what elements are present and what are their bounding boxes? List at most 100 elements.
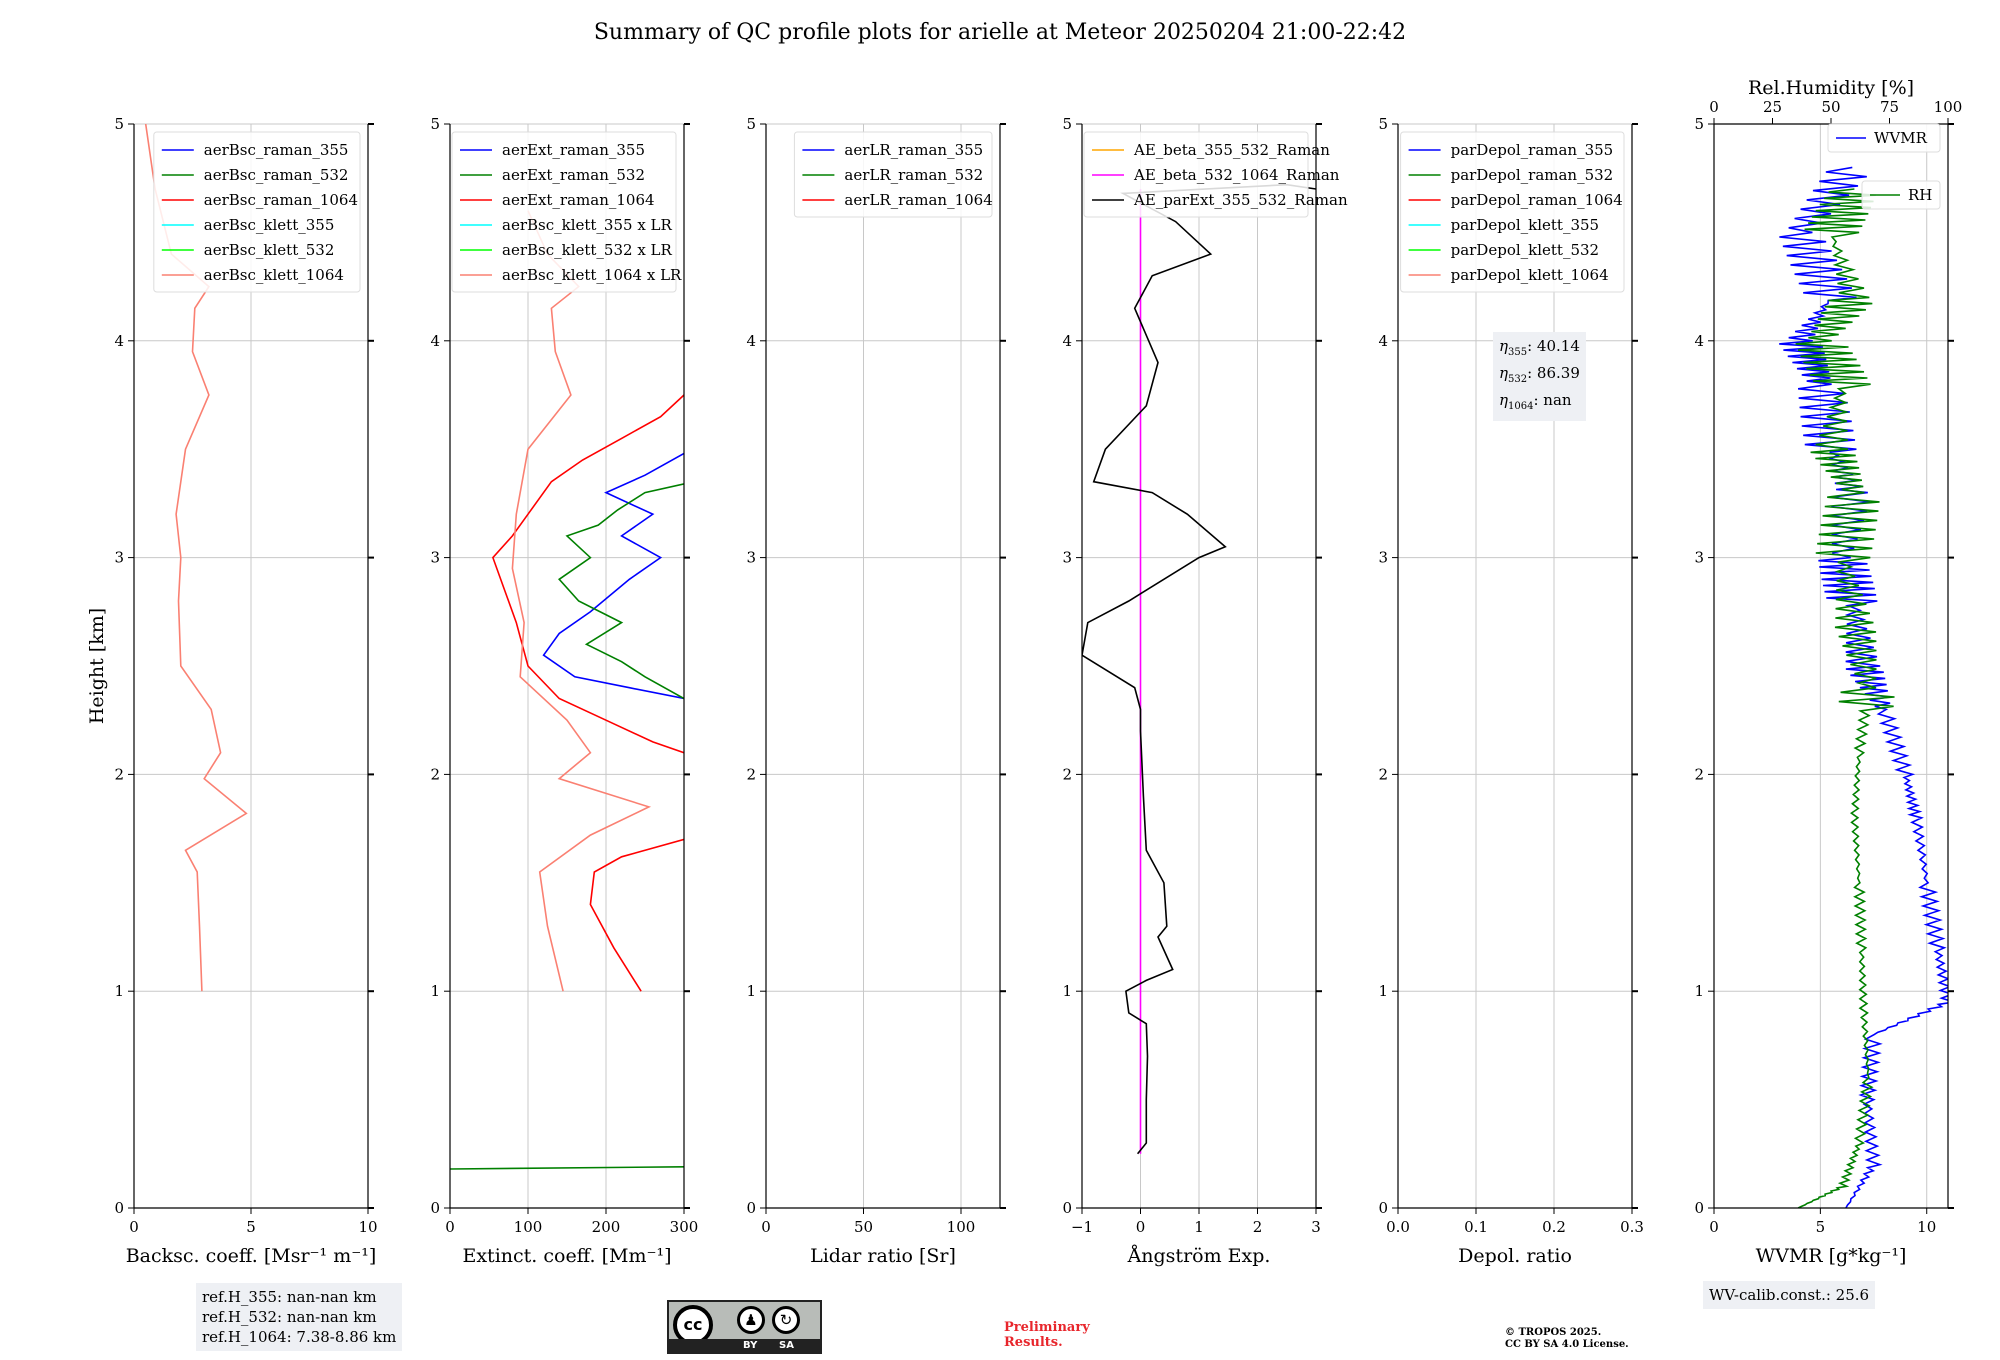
y-tick-label: 0 <box>430 1199 440 1217</box>
legend-entry: AE_parExt_355_532_Raman <box>1133 191 1348 209</box>
cc-sa-label: SA <box>779 1340 794 1351</box>
x-tick-label: 200 <box>592 1218 621 1236</box>
top-x-tick-label: 75 <box>1880 98 1899 116</box>
y-tick-label: 4 <box>1694 332 1704 350</box>
series-line-AE_parExt_355_532_Raman <box>1082 183 1316 1155</box>
legend-box <box>1400 131 1625 293</box>
y-tick-label: 5 <box>430 115 440 133</box>
y-tick-label: 2 <box>1694 765 1704 783</box>
x-tick-label: 10 <box>358 1218 377 1236</box>
legend-entry: aerBsc_klett_1064 <box>204 266 344 284</box>
legend-entry: RH <box>1908 186 1932 204</box>
top-x-tick-label: 100 <box>1934 98 1963 116</box>
legend-box <box>1861 180 1941 210</box>
y-tick-label: 5 <box>1378 115 1388 133</box>
x-axis-label: WVMR [g*kg⁻¹] <box>1756 1245 1907 1267</box>
legend-box <box>153 131 361 293</box>
y-tick-label: 0 <box>1062 1199 1072 1217</box>
ref-height-1064: ref.H_1064: 7.38-8.86 km <box>202 1328 397 1346</box>
series-line-aerBsc_klett_1064 x LR <box>511 210 652 992</box>
copyright-line-1: © TROPOS 2025. <box>1505 1327 1602 1338</box>
eta-355: η355: 40.14 <box>1499 337 1580 358</box>
x-tick-label: 1 <box>1194 1218 1204 1236</box>
cc-badge-strip <box>669 1339 820 1352</box>
cc-by-label: BY <box>743 1340 758 1351</box>
x-axis-label: Extinct. coeff. [Mm⁻¹] <box>462 1245 671 1267</box>
copyright-line-2: CC BY SA 4.0 License. <box>1505 1339 1629 1350</box>
legend-entry: aerBsc_raman_532 <box>204 166 349 184</box>
legend-entry: parDepol_raman_355 <box>1451 141 1614 159</box>
top-x-tick-label: 50 <box>1821 98 1840 116</box>
y-tick-label: 3 <box>1062 549 1072 567</box>
legend-entry: parDepol_raman_532 <box>1451 166 1614 184</box>
y-axis-label: Height [km] <box>86 608 108 724</box>
y-tick-label: 0 <box>746 1199 756 1217</box>
y-tick-label: 2 <box>1062 765 1072 783</box>
top-x-tick-label: 0 <box>1709 98 1719 116</box>
x-tick-label: 0 <box>1136 1218 1146 1236</box>
y-tick-label: 1 <box>1694 982 1704 1000</box>
legend-entry: aerBsc_klett_1064 x LR <box>502 266 682 284</box>
x-tick-label: 2 <box>1253 1218 1263 1236</box>
panel-3: 0 50 100 0 1 2 3 4 5 Lidar ratio [Sr] aerLR_raman_… <box>746 115 1006 1267</box>
x-tick-label: 100 <box>514 1218 543 1236</box>
top-x-tick-label: 25 <box>1763 98 1782 116</box>
y-tick-label: 2 <box>1378 765 1388 783</box>
x-tick-label: 0.0 <box>1386 1218 1410 1236</box>
x-tick-label: 0 <box>129 1218 139 1236</box>
legend-entry: aerExt_raman_355 <box>502 141 645 159</box>
legend-entry: parDepol_klett_1064 <box>1451 266 1609 284</box>
attribution-icon: ♟ <box>737 1306 765 1334</box>
y-tick-label: 2 <box>114 765 124 783</box>
cc-license-badge: cc ♟ ↻ BY SA <box>667 1300 822 1354</box>
legend-entry: aerLR_raman_1064 <box>844 191 992 209</box>
x-tick-label: −1 <box>1071 1218 1093 1236</box>
legend-entry: aerBsc_klett_355 x LR <box>502 216 673 234</box>
y-tick-label: 0 <box>1694 1199 1704 1217</box>
x-tick-label: 5 <box>246 1218 256 1236</box>
y-tick-label: 1 <box>114 982 124 1000</box>
preliminary-results-note: Preliminary Results. <box>1004 1320 1090 1350</box>
legend-entry: aerLR_raman_355 <box>844 141 983 159</box>
y-tick-label: 5 <box>746 115 756 133</box>
panel-2: 0 100 200 300 0 1 2 3 4 5 Extinct. coeff. [Mm⁻¹] ae… <box>430 115 698 1267</box>
y-tick-label: 5 <box>114 115 124 133</box>
figure-title: Summary of QC profile plots for arielle … <box>593 20 1407 45</box>
y-tick-label: 5 <box>1694 115 1704 133</box>
series-group <box>1779 166 1948 1208</box>
y-tick-label: 2 <box>746 765 756 783</box>
legend-entry: AE_beta_355_532_Raman <box>1133 141 1330 159</box>
legend-box <box>1827 123 1941 153</box>
y-tick-label: 1 <box>1378 982 1388 1000</box>
wv-calibration-constant: WV-calib.const.: 25.6 <box>1709 1286 1870 1304</box>
eta-annotation-box: η355: 40.14 η532: 86.39 η1064: nan <box>1493 332 1586 421</box>
y-tick-label: 1 <box>1062 982 1072 1000</box>
series-line-WVMR <box>1779 166 1948 1208</box>
reference-height-box: ref.H_355: nan-nan km ref.H_532: nan-nan… <box>196 1283 403 1351</box>
legend-entry: aerBsc_klett_532 <box>204 241 335 259</box>
share-alike-icon: ↻ <box>772 1306 800 1334</box>
legend-entry: aerBsc_klett_532 x LR <box>502 241 673 259</box>
x-axis-label: Backsc. coeff. [Msr⁻¹ m⁻¹] <box>126 1245 377 1267</box>
legend-entry: parDepol_klett_355 <box>1451 216 1600 234</box>
y-tick-label: 0 <box>1378 1199 1388 1217</box>
x-tick-label: 0.2 <box>1542 1218 1566 1236</box>
top-x-axis-label: Rel.Humidity [%] <box>1748 77 1914 99</box>
y-tick-label: 3 <box>1378 549 1388 567</box>
x-tick-label: 3 <box>1311 1218 1321 1236</box>
x-tick-label: 0 <box>1709 1218 1719 1236</box>
y-tick-label: 4 <box>1062 332 1072 350</box>
legend-entry: aerExt_raman_1064 <box>502 191 655 209</box>
y-tick-label: 3 <box>746 549 756 567</box>
y-tick-label: 4 <box>1378 332 1388 350</box>
x-axis-label: Lidar ratio [Sr] <box>810 1245 956 1267</box>
legend-entry: aerBsc_klett_355 <box>204 216 335 234</box>
x-tick-label: 0 <box>761 1218 771 1236</box>
eta-532: η532: 86.39 <box>1499 364 1580 385</box>
x-tick-label: 0 <box>445 1218 455 1236</box>
y-tick-label: 4 <box>114 332 124 350</box>
y-tick-label: 0 <box>114 1199 124 1217</box>
